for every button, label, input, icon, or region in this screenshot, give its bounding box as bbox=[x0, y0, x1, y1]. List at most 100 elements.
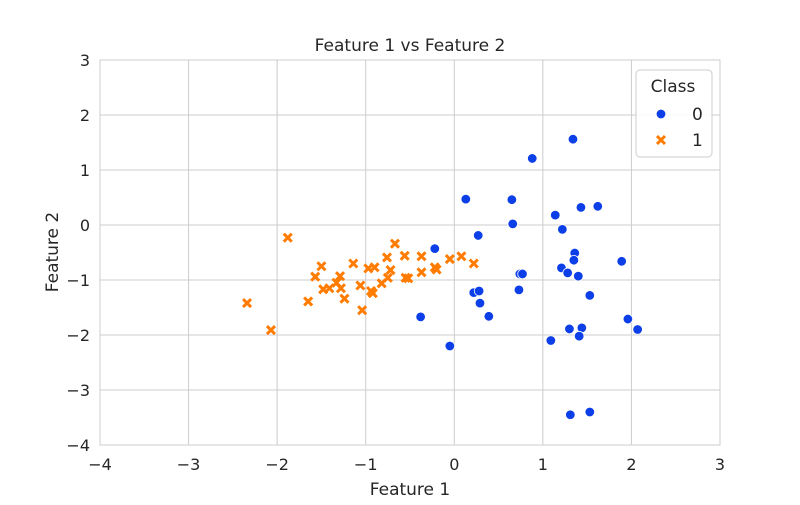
x-marker-stroke bbox=[265, 324, 277, 336]
y-tick-label: −2 bbox=[66, 326, 90, 345]
point-class-0 bbox=[592, 201, 603, 212]
x-tick-label: 2 bbox=[626, 455, 636, 474]
point-class-1 bbox=[334, 271, 346, 282]
point-class-1 bbox=[385, 265, 396, 276]
point-class-0 bbox=[473, 285, 485, 297]
point-class-0 bbox=[584, 406, 596, 418]
point-class-1 bbox=[282, 232, 293, 243]
point-class-1 bbox=[431, 264, 442, 275]
x-marker-stroke bbox=[367, 288, 378, 299]
y-tick-label: −1 bbox=[66, 271, 90, 290]
x-tick-label: 1 bbox=[538, 455, 548, 474]
point-class-1 bbox=[468, 258, 479, 269]
point-class-1 bbox=[316, 261, 327, 272]
point-class-1 bbox=[335, 283, 346, 294]
point-class-0 bbox=[517, 268, 528, 280]
x-marker-stroke bbox=[303, 296, 314, 307]
series-class-1 bbox=[241, 232, 479, 336]
x-marker-stroke bbox=[444, 254, 455, 265]
point-class-0 bbox=[550, 209, 561, 221]
x-marker-stroke bbox=[389, 238, 401, 249]
point-class-1 bbox=[367, 288, 378, 299]
x-tick-label: −1 bbox=[354, 455, 378, 474]
point-class-1 bbox=[265, 324, 277, 336]
point-class-1 bbox=[241, 298, 253, 309]
chart-title: Feature 1 vs Feature 2 bbox=[315, 36, 506, 56]
point-class-1 bbox=[303, 296, 314, 307]
point-class-0 bbox=[513, 284, 525, 296]
x-marker-stroke bbox=[369, 262, 380, 273]
x-marker-stroke bbox=[468, 258, 479, 269]
y-tick-label: −3 bbox=[66, 381, 90, 400]
y-axis-label: Feature 2 bbox=[43, 212, 63, 292]
point-class-0 bbox=[575, 202, 587, 213]
point-class-0 bbox=[562, 267, 573, 279]
point-class-0 bbox=[429, 243, 441, 254]
point-class-1 bbox=[348, 258, 359, 269]
point-class-1 bbox=[416, 251, 427, 262]
x-marker-stroke bbox=[339, 293, 350, 304]
legend-label-class-0: 0 bbox=[692, 105, 703, 125]
point-class-0 bbox=[616, 256, 627, 267]
x-marker-stroke bbox=[357, 305, 368, 316]
x-marker-stroke bbox=[348, 258, 359, 269]
point-class-1 bbox=[382, 272, 393, 283]
legend-label-class-1: 1 bbox=[692, 131, 703, 151]
x-marker-stroke bbox=[403, 273, 414, 284]
point-class-1 bbox=[381, 252, 393, 263]
x-marker-stroke bbox=[241, 298, 253, 309]
legend-entries: 01 bbox=[655, 105, 703, 151]
point-class-1 bbox=[416, 267, 427, 278]
plot-frame bbox=[99, 59, 721, 446]
legend-marker-class-1 bbox=[655, 134, 667, 146]
point-class-0 bbox=[564, 323, 575, 335]
legend: Class 01 bbox=[635, 69, 713, 158]
x-marker-stroke bbox=[416, 251, 427, 262]
point-class-1 bbox=[357, 305, 368, 316]
point-class-1 bbox=[310, 271, 321, 282]
x-marker-stroke bbox=[399, 250, 410, 261]
point-class-0 bbox=[473, 230, 484, 241]
point-class-1 bbox=[339, 293, 350, 304]
series-class-0 bbox=[415, 133, 643, 420]
point-class-0 bbox=[622, 313, 634, 325]
x-marker-stroke bbox=[334, 271, 346, 282]
point-class-0 bbox=[444, 340, 456, 352]
point-class-0 bbox=[565, 409, 576, 420]
point-class-1 bbox=[444, 254, 455, 265]
point-class-0 bbox=[632, 324, 643, 335]
y-tick-label: 1 bbox=[80, 161, 90, 180]
point-class-0 bbox=[460, 193, 472, 205]
x-marker-stroke bbox=[382, 272, 393, 283]
point-class-0 bbox=[507, 218, 518, 230]
point-class-1 bbox=[399, 250, 410, 261]
x-axis-label: Feature 1 bbox=[370, 480, 450, 500]
y-tick-label: 2 bbox=[80, 106, 90, 125]
point-class-0 bbox=[573, 270, 584, 282]
x-marker-stroke bbox=[431, 264, 442, 275]
point-class-0 bbox=[584, 290, 596, 301]
point-class-0 bbox=[483, 311, 495, 322]
x-tick-label: −3 bbox=[177, 455, 201, 474]
point-class-0 bbox=[506, 194, 518, 205]
x-tick-label: −4 bbox=[88, 455, 112, 474]
y-tick-label: −4 bbox=[66, 436, 90, 455]
x-marker-stroke bbox=[335, 283, 346, 294]
point-class-0 bbox=[545, 335, 557, 346]
point-class-1 bbox=[389, 238, 401, 249]
x-marker-stroke bbox=[282, 232, 293, 243]
x-marker-stroke bbox=[456, 251, 467, 262]
point-class-0 bbox=[573, 330, 585, 342]
point-class-0 bbox=[567, 133, 579, 145]
x-marker-stroke bbox=[655, 134, 667, 146]
legend-title: Class bbox=[651, 77, 696, 97]
x-tick-label: 3 bbox=[715, 455, 725, 474]
point-class-0 bbox=[527, 153, 538, 164]
x-tick-label: 0 bbox=[449, 455, 459, 474]
x-marker-stroke bbox=[355, 280, 366, 291]
point-class-1 bbox=[456, 251, 467, 262]
point-class-0 bbox=[415, 311, 426, 323]
legend-box bbox=[635, 69, 713, 158]
